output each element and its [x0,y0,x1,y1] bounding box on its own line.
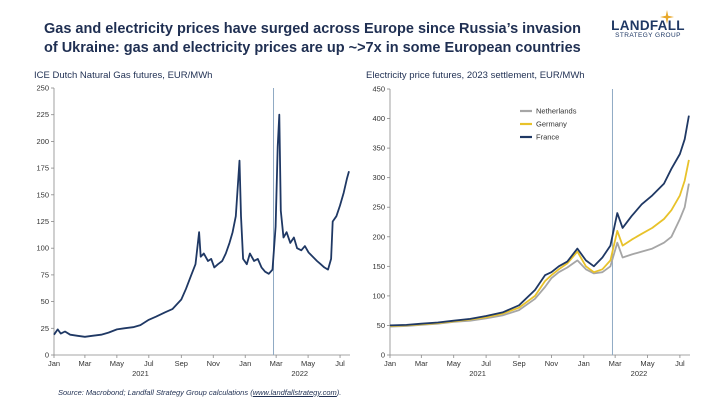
y-tick-label: 0 [45,351,49,360]
x-tick-label: May [301,359,315,368]
logo-brand: LANDFALL [611,18,685,33]
y-tick-label: 250 [36,84,49,93]
y-tick-label: 75 [41,270,49,279]
y-tick-label: 200 [372,232,385,241]
logo: LANDFALL STRATEGY GROUP [598,10,698,39]
series-line-france [389,115,690,327]
x-tick-label: May [110,359,124,368]
x-tick-label: Jul [335,359,345,368]
y-tick-label: 250 [372,203,385,212]
x-tick-label: Jul [481,359,491,368]
x-tick-label: Jan [48,359,60,368]
year-label: 2021 [469,369,486,378]
x-tick-label: Jan [239,359,251,368]
x-tick-label: Jan [578,359,590,368]
y-tick-label: 100 [372,291,385,300]
x-tick-label: Sep [512,359,525,368]
y-tick-label: 25 [41,324,49,333]
x-tick-label: Mar [415,359,428,368]
y-tick-label: 50 [377,321,385,330]
series-line-netherlands [389,183,690,328]
series-line [53,113,350,338]
y-tick-label: 0 [381,351,385,360]
source-note: Source: Macrobond; Landfall Strategy Gro… [58,388,341,397]
gas-chart-title: ICE Dutch Natural Gas futures, EUR/MWh [34,70,213,81]
x-tick-label: Nov [545,359,559,368]
x-tick-label: Mar [78,359,91,368]
y-tick-label: 150 [372,262,385,271]
y-tick-label: 350 [372,144,385,153]
gas-futures-chart: 0 25 50 75 100 125 150 175 200 225 250 Jan Mar May Jul… [36,84,350,378]
y-tick-label: 300 [372,173,385,182]
x-tick-label: Jan [384,359,396,368]
y-tick-label: 400 [372,114,385,123]
source-link[interactable]: www.landfallstrategy.com [252,388,337,397]
x-tick-label: Sep [175,359,188,368]
legend-label: Germany [536,120,567,129]
x-tick-label: Jul [675,359,685,368]
slide-title: Gas and electricity prices have surged a… [44,21,582,56]
y-tick-label: 225 [36,110,49,119]
year-label: 2022 [631,369,648,378]
y-tick-label: 175 [36,164,49,173]
logo-subtitle: STRATEGY GROUP [615,32,681,39]
y-tick-label: 125 [36,217,49,226]
y-tick-label: 450 [372,85,385,94]
y-tick-label: 150 [36,190,49,199]
legend-label: Netherlands [536,107,577,116]
x-tick-label: Mar [270,359,283,368]
x-tick-label: Jul [144,359,154,368]
y-tick-label: 50 [41,297,49,306]
y-tick-label: 200 [36,137,49,146]
series-line-germany [389,159,690,327]
legend-label: France [536,133,559,142]
compass-star-icon [660,10,674,24]
x-tick-label: Nov [207,359,221,368]
x-tick-label: May [640,359,654,368]
x-tick-label: Mar [609,359,622,368]
y-tick-label: 100 [36,244,49,253]
x-tick-label: May [447,359,461,368]
electricity-futures-chart: 0 50 100 150 200 250 300 350 400 450 Jan Mar May Jul S… [372,85,690,378]
year-label: 2021 [132,369,149,378]
source-prefix: Source: Macrobond; Landfall Strategy Gro… [58,388,253,397]
electricity-chart-title: Electricity price futures, 2023 settleme… [366,70,585,81]
year-label: 2022 [291,369,308,378]
source-suffix: ). [336,388,342,397]
